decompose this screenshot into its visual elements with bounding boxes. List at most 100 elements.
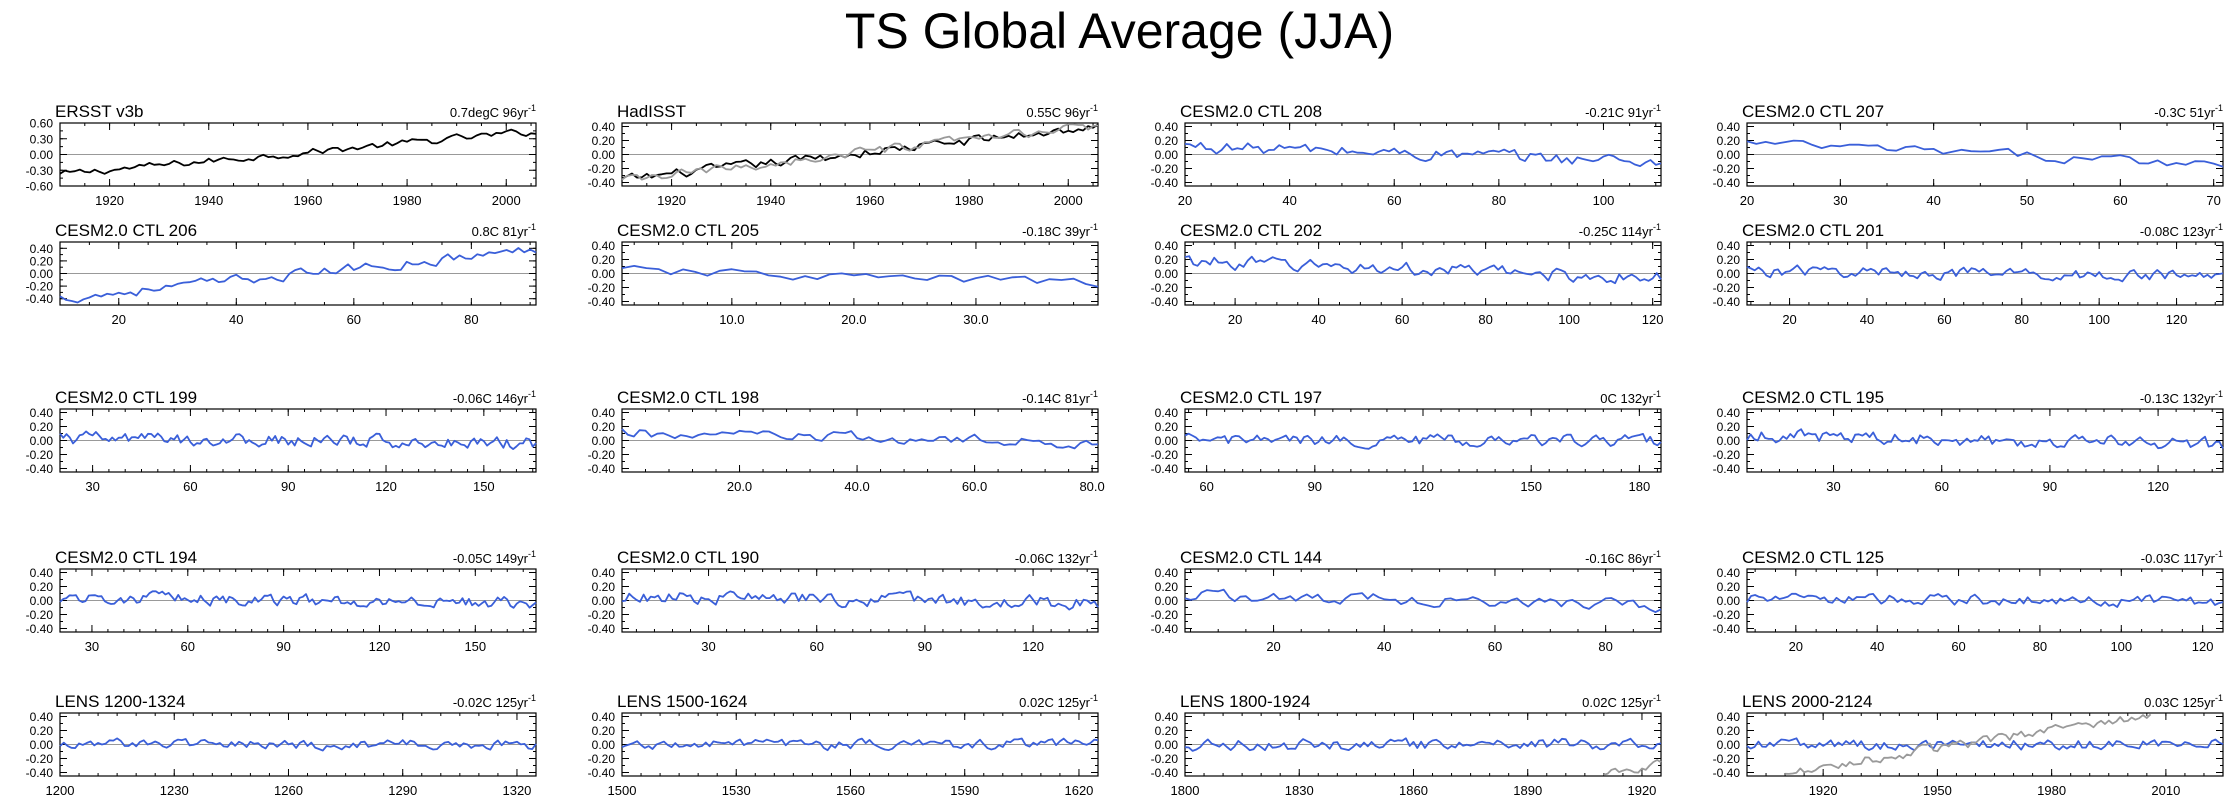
trend-unit: -1 (1653, 222, 1661, 232)
ytick-label: 0.00 (30, 148, 54, 162)
trend-unit: -1 (1090, 549, 1098, 559)
ytick-label: 0.20 (1717, 724, 1741, 738)
trend-unit: -1 (2215, 103, 2223, 113)
ytick-label: -0.20 (1713, 752, 1741, 766)
ytick-label: 0.00 (592, 267, 616, 281)
ytick-label: -0.20 (26, 280, 54, 294)
ytick-label: 0.20 (30, 254, 54, 268)
panel-title: CESM2.0 CTL 195 (1742, 388, 1884, 407)
xtick-label: 150 (473, 479, 495, 494)
trend-unit: -1 (1090, 693, 1098, 703)
trend-label: -0.25C 114yr-1 (1579, 222, 1661, 239)
xtick-label: 40 (1311, 312, 1325, 327)
trend-unit: -1 (2215, 222, 2223, 232)
trend-label: -0.03C 117yr-1 (2141, 549, 2223, 566)
ytick-label: -0.20 (588, 448, 616, 462)
xtick-label: 90 (276, 639, 290, 654)
ytick-label: 0.00 (592, 148, 616, 162)
panel-12: CESM2.0 CTL 195 -0.13C 132yr-1-0.40-0.200… (1713, 388, 2224, 494)
xtick-label: 120 (2147, 479, 2169, 494)
trend-unit: -1 (1653, 103, 1661, 113)
xtick-label: 120 (369, 639, 391, 654)
trend-unit: -1 (528, 693, 536, 703)
ytick-label: 0.00 (1155, 738, 1179, 752)
trend-unit: -1 (528, 222, 536, 232)
xtick-label: 1590 (950, 783, 979, 798)
xtick-label: 1960 (293, 193, 322, 208)
panel-title: LENS 1200-1324 (55, 692, 185, 711)
panel-title: LENS 2000-2124 (1742, 692, 1872, 711)
ytick-label: 0.00 (30, 267, 54, 281)
xtick-label: 2000 (1054, 193, 1083, 208)
ytick-label: -0.40 (1151, 766, 1179, 780)
ytick-label: 0.20 (1155, 253, 1179, 267)
panel-13: CESM2.0 CTL 194 -0.05C 149yr-1-0.40-0.200… (26, 548, 537, 654)
ytick-label: 0.40 (1155, 710, 1179, 724)
ytick-label: 0.00 (30, 738, 54, 752)
ytick-label: 0.20 (1155, 420, 1179, 434)
xtick-label: 20 (1789, 639, 1803, 654)
ytick-label: -0.40 (26, 766, 54, 780)
xtick-label: 40 (1282, 193, 1296, 208)
panel-5: CESM2.0 CTL 206 0.8C 81yr-1 -0.40-0.200.00… (26, 221, 537, 327)
xtick-label: 90 (2043, 479, 2057, 494)
ytick-label: -0.40 (26, 292, 54, 306)
ytick-label: -0.40 (1713, 176, 1741, 190)
ytick-label: 0.40 (1717, 566, 1741, 580)
panel-title: CESM2.0 CTL 208 (1180, 102, 1322, 121)
xtick-label: 2000 (492, 193, 521, 208)
panel-title: CESM2.0 CTL 201 (1742, 221, 1884, 240)
ytick-label: -0.20 (588, 281, 616, 295)
panel-9: CESM2.0 CTL 199 -0.06C 146yr-1-0.40-0.200… (26, 388, 537, 494)
trend-unit: -1 (528, 549, 536, 559)
xtick-label: 100 (2110, 639, 2132, 654)
ytick-label: 0.20 (592, 420, 616, 434)
xtick-label: 20 (1178, 193, 1192, 208)
ytick-label: 0.20 (30, 580, 54, 594)
xtick-label: 40 (1377, 639, 1391, 654)
trend-label: -0.16C 86yr-1 (1585, 549, 1661, 566)
panel-16: CESM2.0 CTL 125 -0.03C 117yr-1-0.40-0.200… (1713, 548, 2224, 654)
xtick-label: 30.0 (963, 312, 988, 327)
ytick-label: 0.40 (592, 710, 616, 724)
xtick-label: 1530 (722, 783, 751, 798)
ytick-label: -0.40 (588, 622, 616, 636)
panel-title: CESM2.0 CTL 144 (1180, 548, 1322, 567)
xtick-label: 60 (809, 639, 823, 654)
xtick-label: 1920 (95, 193, 124, 208)
trend-label: -0.05C 149yr-1 (453, 549, 536, 566)
xtick-label: 1920 (1627, 783, 1656, 798)
ytick-label: 0.20 (30, 724, 54, 738)
xtick-label: 60 (1395, 312, 1409, 327)
ytick-label: 0.40 (1717, 406, 1741, 420)
ytick-label: 0.20 (592, 134, 616, 148)
ytick-label: 0.20 (592, 580, 616, 594)
panel-20: LENS 2000-2124 0.03C 125yr-1 -0.40-0.200.0… (1713, 692, 2224, 798)
xtick-label: 100 (1593, 193, 1615, 208)
trend-unit: -1 (1653, 693, 1661, 703)
xtick-label: 20.0 (727, 479, 752, 494)
xtick-label: 80 (1598, 639, 1612, 654)
panel-title: HadISST (617, 102, 686, 121)
trend-unit: -1 (2215, 693, 2223, 703)
series-line (1746, 428, 2224, 450)
trend-label: 0.03C 125yr-1 (2144, 693, 2223, 710)
ytick-label: 0.40 (30, 710, 54, 724)
series-line (1746, 592, 2224, 608)
xtick-label: 40 (229, 312, 243, 327)
series-line (621, 590, 1099, 611)
ytick-label: 0.00 (1717, 434, 1741, 448)
xtick-label: 60 (1937, 312, 1951, 327)
ytick-label: -0.40 (26, 462, 54, 476)
ytick-label: -0.20 (1151, 752, 1179, 766)
panel-title: CESM2.0 CTL 198 (617, 388, 759, 407)
trend-label: 0.02C 125yr-1 (1582, 693, 1661, 710)
xtick-label: 70 (2206, 193, 2220, 208)
series-line (621, 264, 1099, 288)
ytick-label: 0.00 (592, 594, 616, 608)
xtick-label: 180 (1629, 479, 1651, 494)
trend-label: -0.08C 123yr-1 (2140, 222, 2223, 239)
series-line (1603, 759, 1662, 776)
trend-unit: -1 (2215, 389, 2223, 399)
xtick-label: 60 (1488, 639, 1502, 654)
